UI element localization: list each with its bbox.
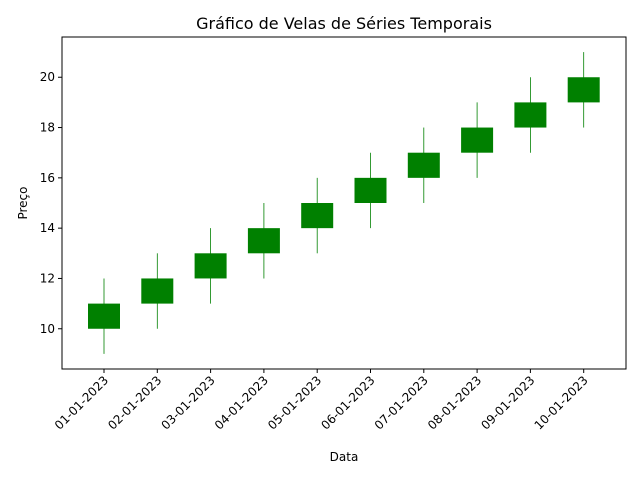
candle-body	[88, 303, 120, 329]
candle-body	[301, 203, 334, 229]
x-tick-label: 06-01-2023	[318, 373, 377, 432]
axes-frame	[61, 36, 627, 370]
y-tick-label: 16	[40, 171, 55, 185]
x-tick-label: 03-01-2023	[159, 373, 218, 432]
y-tick-label: 14	[40, 221, 55, 235]
candle-body	[461, 127, 494, 153]
candle-body	[354, 177, 387, 203]
x-tick-label: 10-01-2023	[532, 373, 591, 432]
x-tick-label: 01-01-2023	[52, 373, 111, 432]
candle-body	[141, 278, 174, 304]
y-axis-label: Preço	[16, 186, 30, 219]
x-tick-label: 02-01-2023	[105, 373, 164, 432]
candle-body	[514, 102, 547, 128]
x-tick-label: 04-01-2023	[212, 373, 271, 432]
y-tick-label: 12	[40, 271, 55, 285]
candle-body	[407, 152, 440, 178]
y-tick-label: 10	[40, 322, 55, 336]
candle-body	[247, 228, 280, 254]
plot-area: 10 12 14 16 18 20 01-01-202302-01-202303-01-20…	[40, 36, 627, 432]
x-axis-label: Data	[330, 450, 359, 464]
candle-body	[194, 253, 227, 279]
candle-body	[567, 77, 600, 103]
y-tick-label: 20	[40, 70, 55, 84]
x-tick-label: 09-01-2023	[478, 373, 537, 432]
x-tick-label: 08-01-2023	[425, 373, 484, 432]
x-tick-label: 05-01-2023	[265, 373, 324, 432]
y-tick-label: 18	[40, 121, 55, 135]
x-tick-label: 07-01-2023	[372, 373, 431, 432]
chart-title: Gráfico de Velas de Séries Temporais	[196, 14, 492, 33]
